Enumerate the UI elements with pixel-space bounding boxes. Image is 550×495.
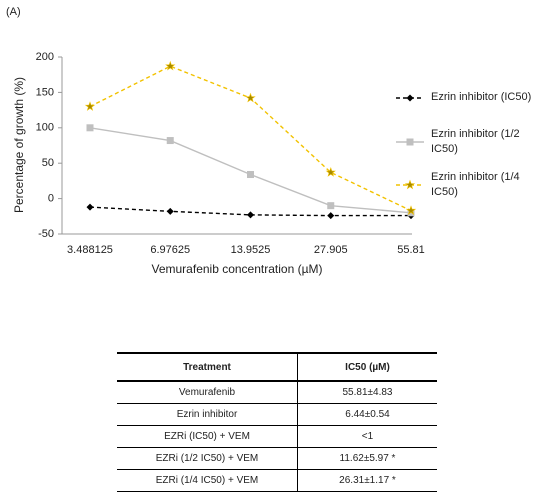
y-tick-label: 0 <box>48 193 54 205</box>
table-cell: 55.81±4.83 <box>297 381 437 404</box>
table-row: Ezrin inhibitor 6.44±0.54 <box>117 403 437 426</box>
legend-item: Ezrin inhibitor (IC50) <box>395 90 549 105</box>
table-cell: 26.31±1.17 * <box>297 469 437 492</box>
y-axis-label: Percentage of growth (%) <box>12 77 26 213</box>
table-cell: Vemurafenib <box>117 381 298 404</box>
table-header: Treatment IC50 (µM) <box>117 352 437 382</box>
y-tick-label: 100 <box>36 122 54 134</box>
x-tick-label: 55.81 <box>397 244 425 256</box>
legend-item: Ezrin inhibitor (1/4 IC50) <box>395 170 549 200</box>
table-cell: EZRi (IC50) + VEM <box>117 425 298 448</box>
marker <box>86 203 94 211</box>
table-cell: 6.44±0.54 <box>297 403 437 426</box>
series-line <box>89 206 411 217</box>
legend-item: Ezrin inhibitor (1/2 IC50) <box>395 127 549 157</box>
marker <box>327 202 335 210</box>
legend-label: Ezrin inhibitor (IC50) <box>431 91 532 103</box>
marker <box>247 171 254 179</box>
legend-swatch <box>396 138 424 146</box>
marker <box>406 94 414 101</box>
x-tick-label: 6.97625 <box>150 244 190 256</box>
y-tick-label: -50 <box>38 228 54 240</box>
panel-label: (A) <box>6 6 21 18</box>
chart: (A) Percentage of growth (%) Vemurafenib… <box>6 6 425 276</box>
table-row: EZRi (1/2 IC50) + VEM 11.62±5.97 * <box>117 447 437 470</box>
marker <box>166 207 174 215</box>
marker <box>165 60 176 71</box>
header-cell: Treatment <box>117 352 298 382</box>
table-row: EZRi (1/4 IC50) + VEM 26.31±1.17 * <box>117 469 437 492</box>
marker <box>247 211 254 219</box>
marker <box>166 137 174 145</box>
x-tick-label: 27.905 <box>314 244 348 256</box>
series-line <box>89 65 412 212</box>
table-cell: Ezrin inhibitor <box>117 403 298 426</box>
table: Treatment IC50 (µM) Vemurafenib 55.81±4.83 E… <box>117 352 437 492</box>
legend-swatch <box>396 94 424 101</box>
table-cell: EZRi (1/4 IC50) + VEM <box>117 469 298 492</box>
header-cell: IC50 (µM) <box>297 352 437 382</box>
x-tick-label: 13.9525 <box>231 244 271 256</box>
marker <box>245 92 256 103</box>
table-cell: 11.62±5.97 * <box>297 447 437 470</box>
marker <box>327 212 335 220</box>
series-line <box>89 127 412 214</box>
marker <box>406 138 414 146</box>
table-cell: EZRi (1/2 IC50) + VEM <box>117 447 298 470</box>
legend-label: Ezrin inhibitor (1/2 IC50) <box>431 128 520 155</box>
y-tick-label: 200 <box>36 51 54 63</box>
table-row: EZRi (IC50) + VEM <1 <box>117 425 437 448</box>
y-tick-label: 50 <box>42 157 54 169</box>
marker <box>405 205 417 216</box>
x-tick-label: 3.488125 <box>67 244 113 256</box>
x-axis-label: Vemurafenib concentration (µM) <box>152 262 323 276</box>
legend-swatch <box>396 179 424 190</box>
legend-label: Ezrin inhibitor (1/4 IC50) <box>431 171 520 198</box>
y-tick-label: 150 <box>36 86 54 98</box>
table-row: Vemurafenib 55.81±4.83 <box>117 381 437 404</box>
marker <box>404 179 416 190</box>
marker <box>325 166 336 177</box>
table-cell: <1 <box>297 425 437 448</box>
marker <box>86 124 94 132</box>
marker <box>84 101 96 111</box>
